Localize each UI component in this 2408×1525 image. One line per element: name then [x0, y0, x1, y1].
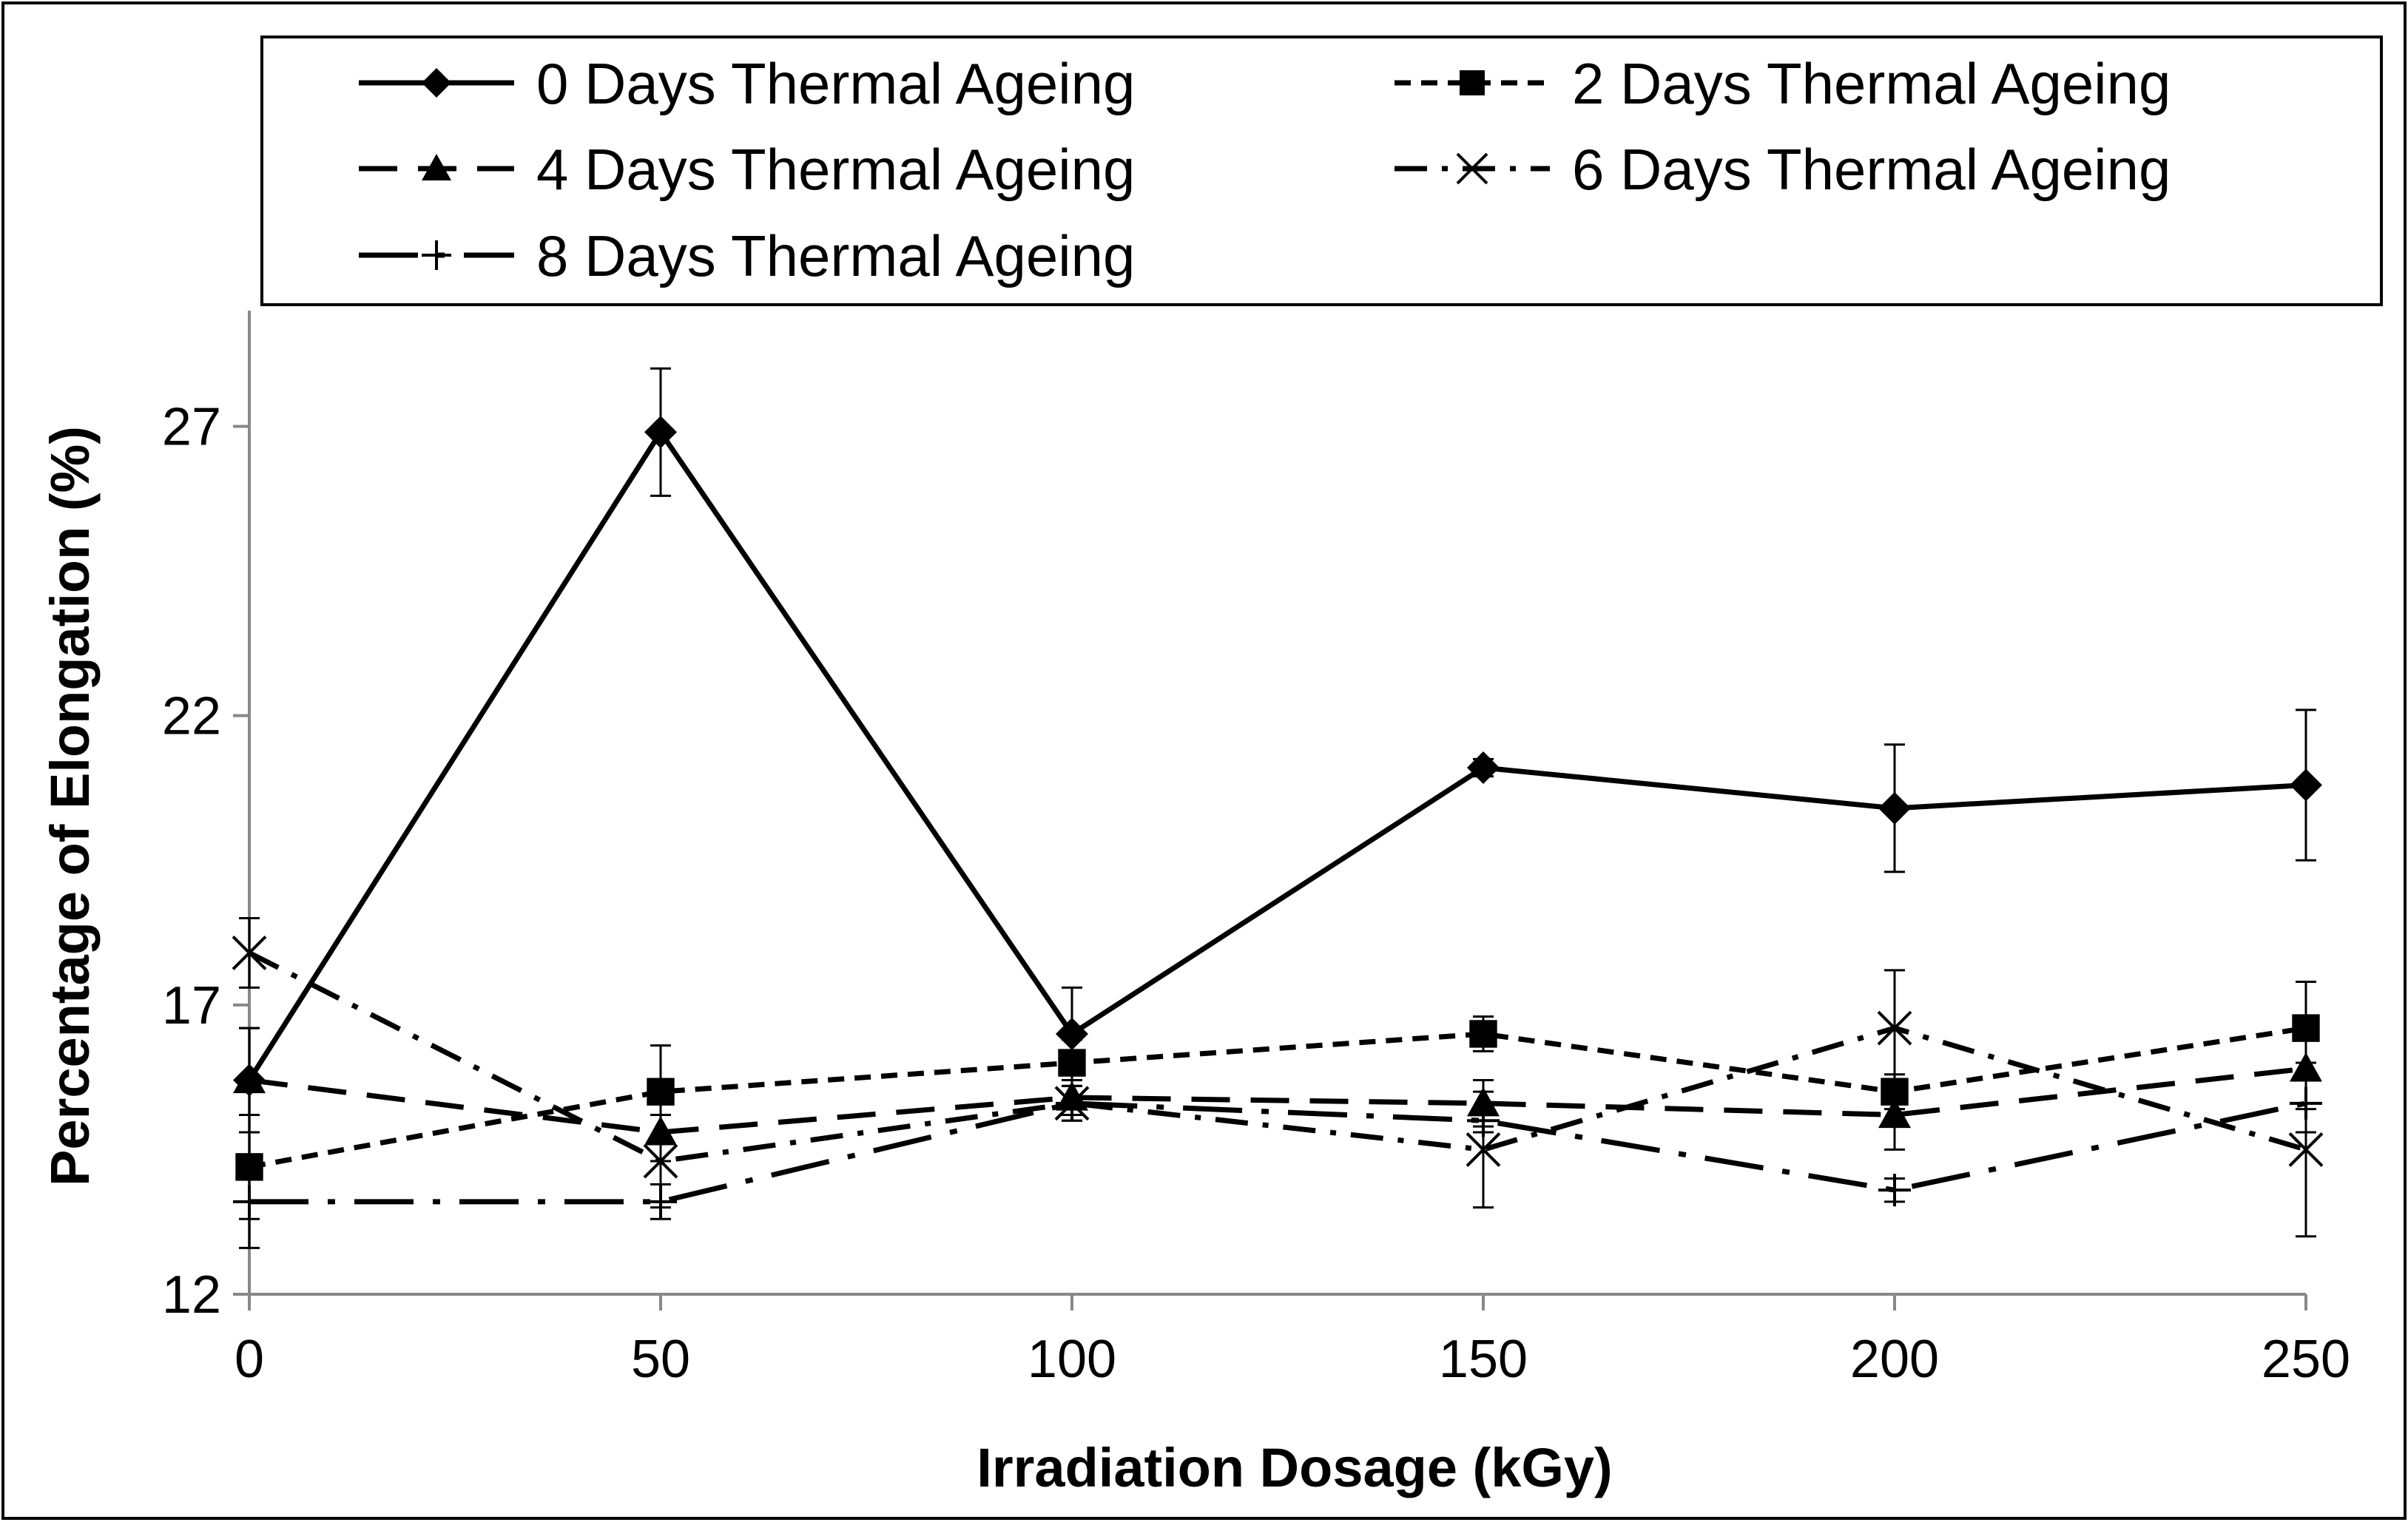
y-tick-label: 12 — [162, 1265, 221, 1325]
series-3-point — [232, 935, 267, 970]
legend-label: 4 Days Thermal Ageing — [536, 137, 1135, 202]
legend-entry-2: 4 Days Thermal Ageing — [359, 137, 1135, 202]
y-tick-label: 27 — [162, 397, 221, 456]
series-2-point — [233, 1064, 266, 1094]
legend-entry-3: 6 Days Thermal Ageing — [1394, 137, 2171, 202]
x-tick-label: 150 — [1439, 1330, 1528, 1389]
legend-swatch-marker — [422, 154, 451, 180]
legend-swatch-marker-stroke — [1456, 152, 1488, 185]
series-3-point — [1877, 1010, 1912, 1046]
x-tick-label: 100 — [1028, 1330, 1116, 1389]
legend-entry-1: 2 Days Thermal Ageing — [1394, 51, 2171, 116]
legend-swatch-marker — [1460, 70, 1485, 95]
legend: 0 Days Thermal Ageing 2 Days Thermal Agei… — [260, 35, 2383, 306]
legend-label: 6 Days Thermal Ageing — [1572, 137, 2171, 202]
series-4-line — [249, 1100, 2307, 1205]
series-0-point — [1878, 791, 1911, 825]
legend-box — [260, 35, 2383, 306]
series-3-line — [248, 950, 2307, 1164]
legend-swatch-marker — [422, 240, 451, 270]
series-0-point — [1467, 751, 1500, 785]
series-1-point — [235, 1153, 263, 1181]
series-4-point — [1878, 1174, 1911, 1207]
y-axis-title: Percentage of Elongation (%) — [39, 426, 101, 1186]
series-1-point — [2292, 1014, 2320, 1042]
series-3-point-stroke — [643, 1143, 678, 1179]
series-lines — [247, 429, 2307, 1205]
series-4-point — [2290, 1086, 2322, 1120]
series-1-point — [647, 1078, 675, 1106]
series-2-line — [249, 1066, 2307, 1135]
series-1-line — [249, 1025, 2307, 1170]
series-0-point — [1056, 1017, 1088, 1050]
y-tick-label: 17 — [162, 976, 221, 1035]
series-2-point — [1467, 1086, 1500, 1117]
x-tick-label: 0 — [235, 1330, 264, 1389]
x-tick-label: 250 — [2262, 1330, 2350, 1389]
series-3-point-stroke — [1877, 1010, 1912, 1046]
series-3-point — [643, 1143, 678, 1179]
legend-swatch-marker — [422, 68, 451, 98]
series-3-point — [1466, 1132, 1501, 1167]
legend-label: 2 Days Thermal Ageing — [1572, 51, 2171, 116]
axes: 12 17 22 27 0 50 100 150 200 250 — [162, 311, 2350, 1389]
series-2-point — [1878, 1098, 1911, 1129]
series-markers — [232, 416, 2324, 1218]
series-2-point — [644, 1115, 677, 1146]
legend-entry-4: 8 Days Thermal Ageing — [359, 223, 1135, 288]
legend-entry-0: 0 Days Thermal Ageing — [359, 51, 1135, 116]
series-3-point-stroke — [2288, 1132, 2324, 1167]
series-0-line — [247, 429, 2307, 1082]
series-0-point — [644, 416, 677, 449]
series-2-point — [2290, 1052, 2322, 1082]
series-4-point — [1467, 1104, 1500, 1137]
series-4-point — [1056, 1086, 1088, 1120]
legend-label: 8 Days Thermal Ageing — [536, 223, 1135, 288]
series-1-point — [1469, 1020, 1497, 1048]
series-4-point — [644, 1185, 677, 1218]
legend-label: 0 Days Thermal Ageing — [536, 51, 1135, 116]
series-3-point-stroke — [232, 935, 267, 970]
series-1-point — [1058, 1049, 1086, 1077]
series-0-point — [2290, 768, 2322, 802]
y-tick-label: 22 — [162, 687, 221, 746]
x-tick-label: 200 — [1850, 1330, 1939, 1389]
series-4-point — [233, 1185, 266, 1218]
legend-swatch-marker — [1456, 152, 1488, 185]
x-axis-title: Irradiation Dosage (kGy) — [977, 1437, 1612, 1498]
series-3-point-stroke — [1466, 1132, 1501, 1167]
x-tick-label: 50 — [631, 1330, 690, 1389]
series-3-point — [2288, 1132, 2324, 1167]
